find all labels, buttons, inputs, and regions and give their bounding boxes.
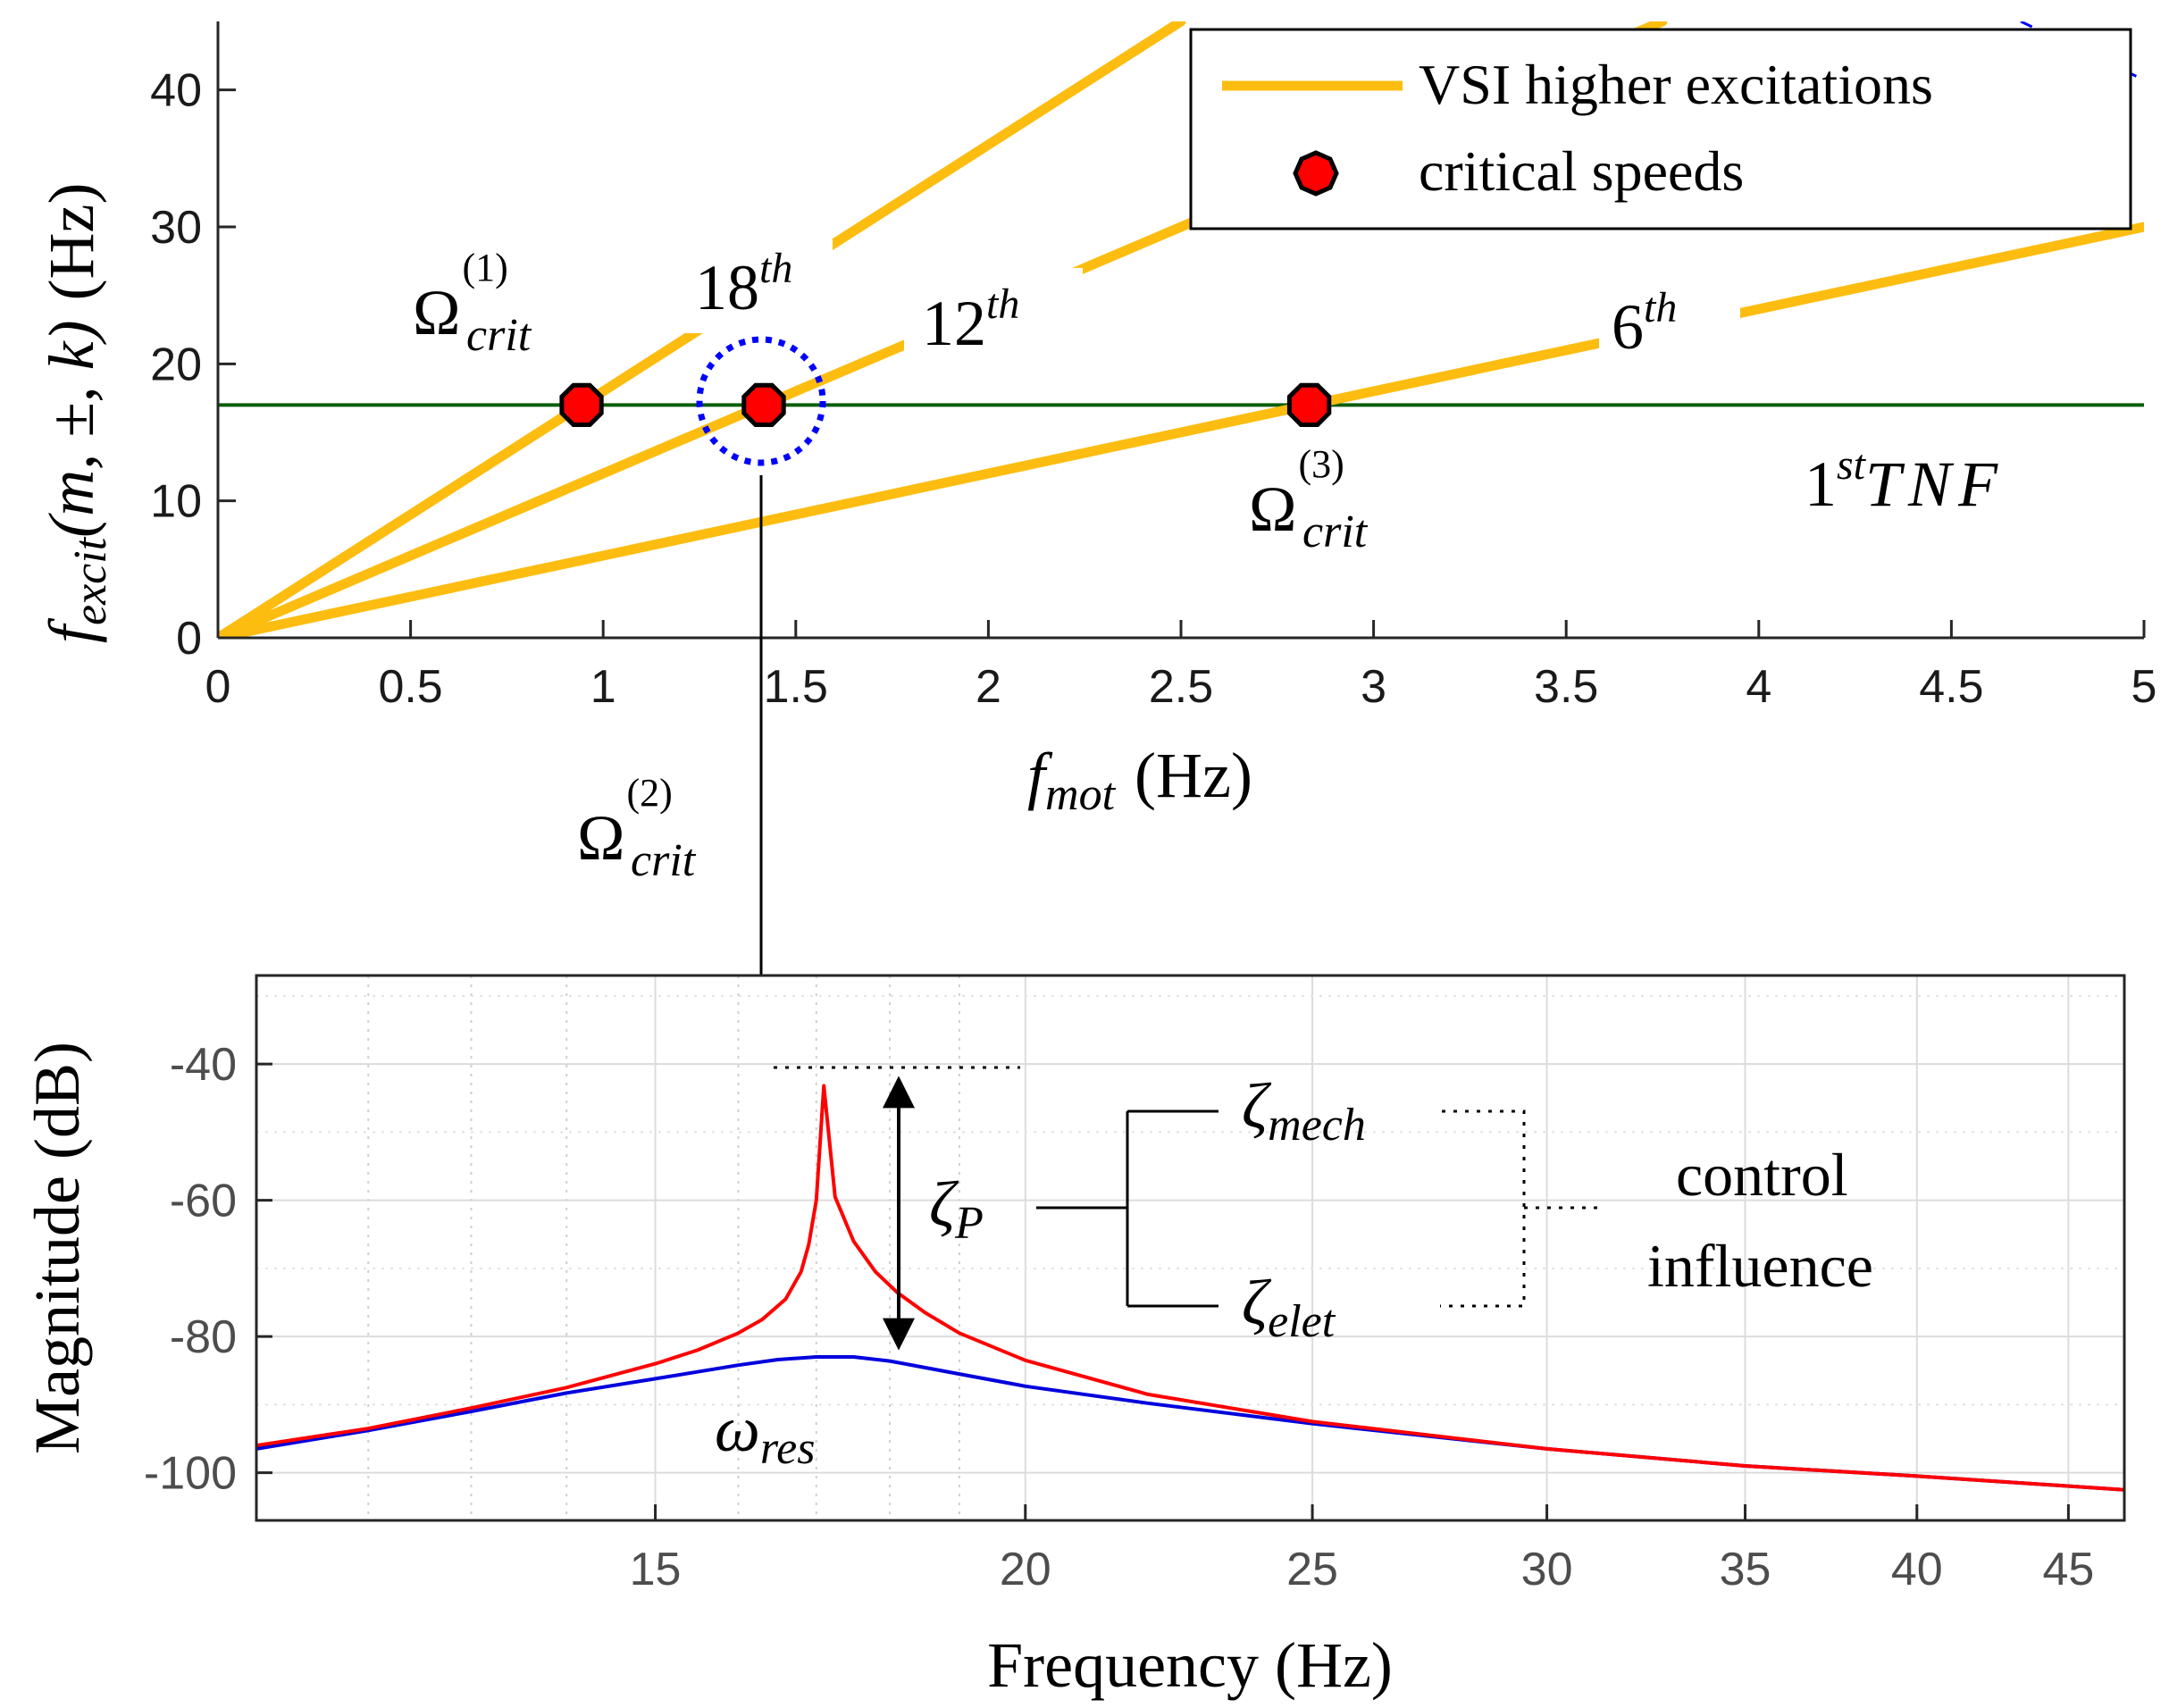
- label-6th: 6th: [1612, 284, 1677, 363]
- bottom-x-tick-label: 20: [1000, 1544, 1051, 1595]
- bottom-x-tick-label: 35: [1720, 1544, 1771, 1595]
- zeta-mech-sub: mech: [1268, 1100, 1366, 1151]
- omega3-sub: crit: [1302, 507, 1369, 557]
- label-18th: 18th: [695, 245, 792, 323]
- top-y-axis-label: fexcit(m, ±, k)(Hz): [36, 183, 116, 643]
- top-x-tick-label: 1: [590, 661, 616, 713]
- series-line-6: [218, 222, 2144, 638]
- highlight-circle: [696, 336, 826, 466]
- top-x-tick-label: 4: [1746, 661, 1771, 713]
- label-zeta-p: ζP: [929, 1168, 984, 1249]
- top-y-tick-label: 20: [150, 339, 202, 390]
- bottom-chart: 15 20 25 30 35 40 45-40-60-80-100 ζP ζmech ζel…: [21, 974, 2126, 1701]
- tnf-base: 1: [1805, 448, 1837, 520]
- legend-box: [1189, 28, 2132, 230]
- omega3-sup: (3): [1299, 442, 1344, 486]
- omega1-sup: (1): [463, 246, 508, 289]
- top-y-tick-label: 10: [150, 476, 202, 528]
- label-influence: influence: [1647, 1232, 1873, 1300]
- top-xlabel-sub: mot: [1045, 769, 1117, 820]
- label-18th-base: 18: [695, 252, 759, 323]
- legend-label-critical: critical speeds: [1419, 139, 1744, 203]
- top-chart-ticks: 0 0.5 1 1.5 2 2.5 3 3.5 4 4.5 5 0 10 20 30 40: [150, 65, 2156, 713]
- label-12th: 12th: [922, 280, 1019, 359]
- omega1-sym: Ω: [413, 277, 461, 348]
- top-ylabel-sub: excit: [65, 536, 116, 625]
- bottom-chart-series: [256, 1084, 2124, 1492]
- bottom-x-axis-label: Frequency (Hz): [987, 1629, 1393, 1701]
- omega2-sub: crit: [631, 835, 697, 886]
- legend: VSI higher excitations critical speeds: [1189, 28, 2132, 230]
- top-x-tick-label: 1.5: [764, 661, 828, 713]
- top-x-tick-label: 0.5: [378, 661, 442, 713]
- top-xlabel-unit: (Hz): [1135, 740, 1252, 811]
- bottom-y-tick-label: -40: [170, 1039, 237, 1091]
- bottom-x-tick-label: 25: [1286, 1544, 1338, 1595]
- top-chart-critical-speeds: [559, 382, 1332, 427]
- top-ylabel-unit: (Hz): [36, 183, 107, 301]
- label-zeta-mech: ζmech: [1242, 1070, 1366, 1151]
- omega-res-sub: res: [760, 1423, 816, 1474]
- bottom-plot-area: [256, 975, 2124, 1520]
- zeta-p-sym: ζ: [929, 1168, 959, 1240]
- zeta-elet-sub: elet: [1268, 1296, 1336, 1347]
- legend-marker-swatch: [1293, 150, 1339, 197]
- label-12th-base: 12: [922, 288, 986, 359]
- top-x-tick-label: 2: [976, 661, 1001, 713]
- top-x-tick-label: 3: [1361, 661, 1386, 713]
- bottom-y-tick-label: -100: [144, 1448, 237, 1500]
- bottom-chart-grid: 15 20 25 30 35 40 45 -40 -60 -80 -100: [144, 975, 2124, 1595]
- zeta-elet-sym: ζ: [1242, 1267, 1272, 1338]
- omega1-sub: crit: [466, 310, 532, 361]
- critical-speed-marker: [741, 382, 786, 427]
- bottom-y-tick-label: -80: [170, 1311, 237, 1363]
- top-ylabel-args: (m, ±, k): [36, 320, 107, 537]
- bottom-plot-frame: [255, 974, 2126, 1522]
- label-control: control: [1676, 1141, 1848, 1209]
- label-omega-crit-2: Ω(2) crit: [577, 771, 697, 886]
- top-x-tick-label: 3.5: [1534, 661, 1598, 713]
- bottom-x-tick-label: 40: [1891, 1544, 1943, 1595]
- label-omega-crit-1: Ω(1) crit: [413, 246, 532, 361]
- label-omega-res: ωres: [715, 1394, 815, 1474]
- tnf-sup: st: [1837, 441, 1867, 489]
- label-18th-sup: th: [759, 245, 792, 292]
- bottom-x-tick-label: 15: [630, 1544, 682, 1595]
- label-omega-crit-3: Ω(3) crit: [1249, 442, 1369, 557]
- label-tnf: 1stTNF: [1805, 441, 2005, 520]
- top-x-tick-label: 5: [2131, 661, 2157, 713]
- top-x-axis-label: fmot (Hz): [1027, 740, 1252, 820]
- label-12th-sup: th: [986, 280, 1019, 328]
- top-y-tick-label: 0: [176, 613, 202, 665]
- label-6th-base: 6: [1612, 291, 1644, 363]
- bottom-y-axis-label: Magnitude (dB): [21, 1042, 93, 1454]
- top-x-tick-label: 0: [205, 661, 231, 713]
- critical-speed-marker: [1286, 382, 1332, 427]
- label-zeta-elet: ζelet: [1242, 1267, 1336, 1347]
- omega3-sym: Ω: [1249, 473, 1297, 545]
- top-x-tick-label: 2.5: [1149, 661, 1213, 713]
- omega-res-sym: ω: [715, 1394, 760, 1465]
- zeta-mech-sym: ζ: [1242, 1070, 1272, 1142]
- zeta-p-sub: P: [954, 1198, 984, 1249]
- critical-speed-marker: [559, 382, 604, 427]
- label-6th-sup: th: [1644, 284, 1677, 331]
- bottom-series-low-damping: [256, 1084, 2124, 1492]
- top-y-tick-label: 30: [150, 202, 202, 254]
- legend-label-vsi: VSI higher excitations: [1419, 53, 1933, 116]
- omega2-sup: (2): [627, 771, 673, 815]
- bottom-x-tick-label: 30: [1521, 1544, 1573, 1595]
- omega2-sym: Ω: [577, 802, 625, 874]
- top-x-tick-label: 4.5: [1919, 661, 1983, 713]
- bottom-x-tick-label: 45: [2042, 1544, 2094, 1595]
- bottom-y-tick-label: -60: [170, 1176, 237, 1227]
- top-y-tick-label: 40: [150, 65, 202, 117]
- tnf-rest: TNF: [1865, 448, 2005, 520]
